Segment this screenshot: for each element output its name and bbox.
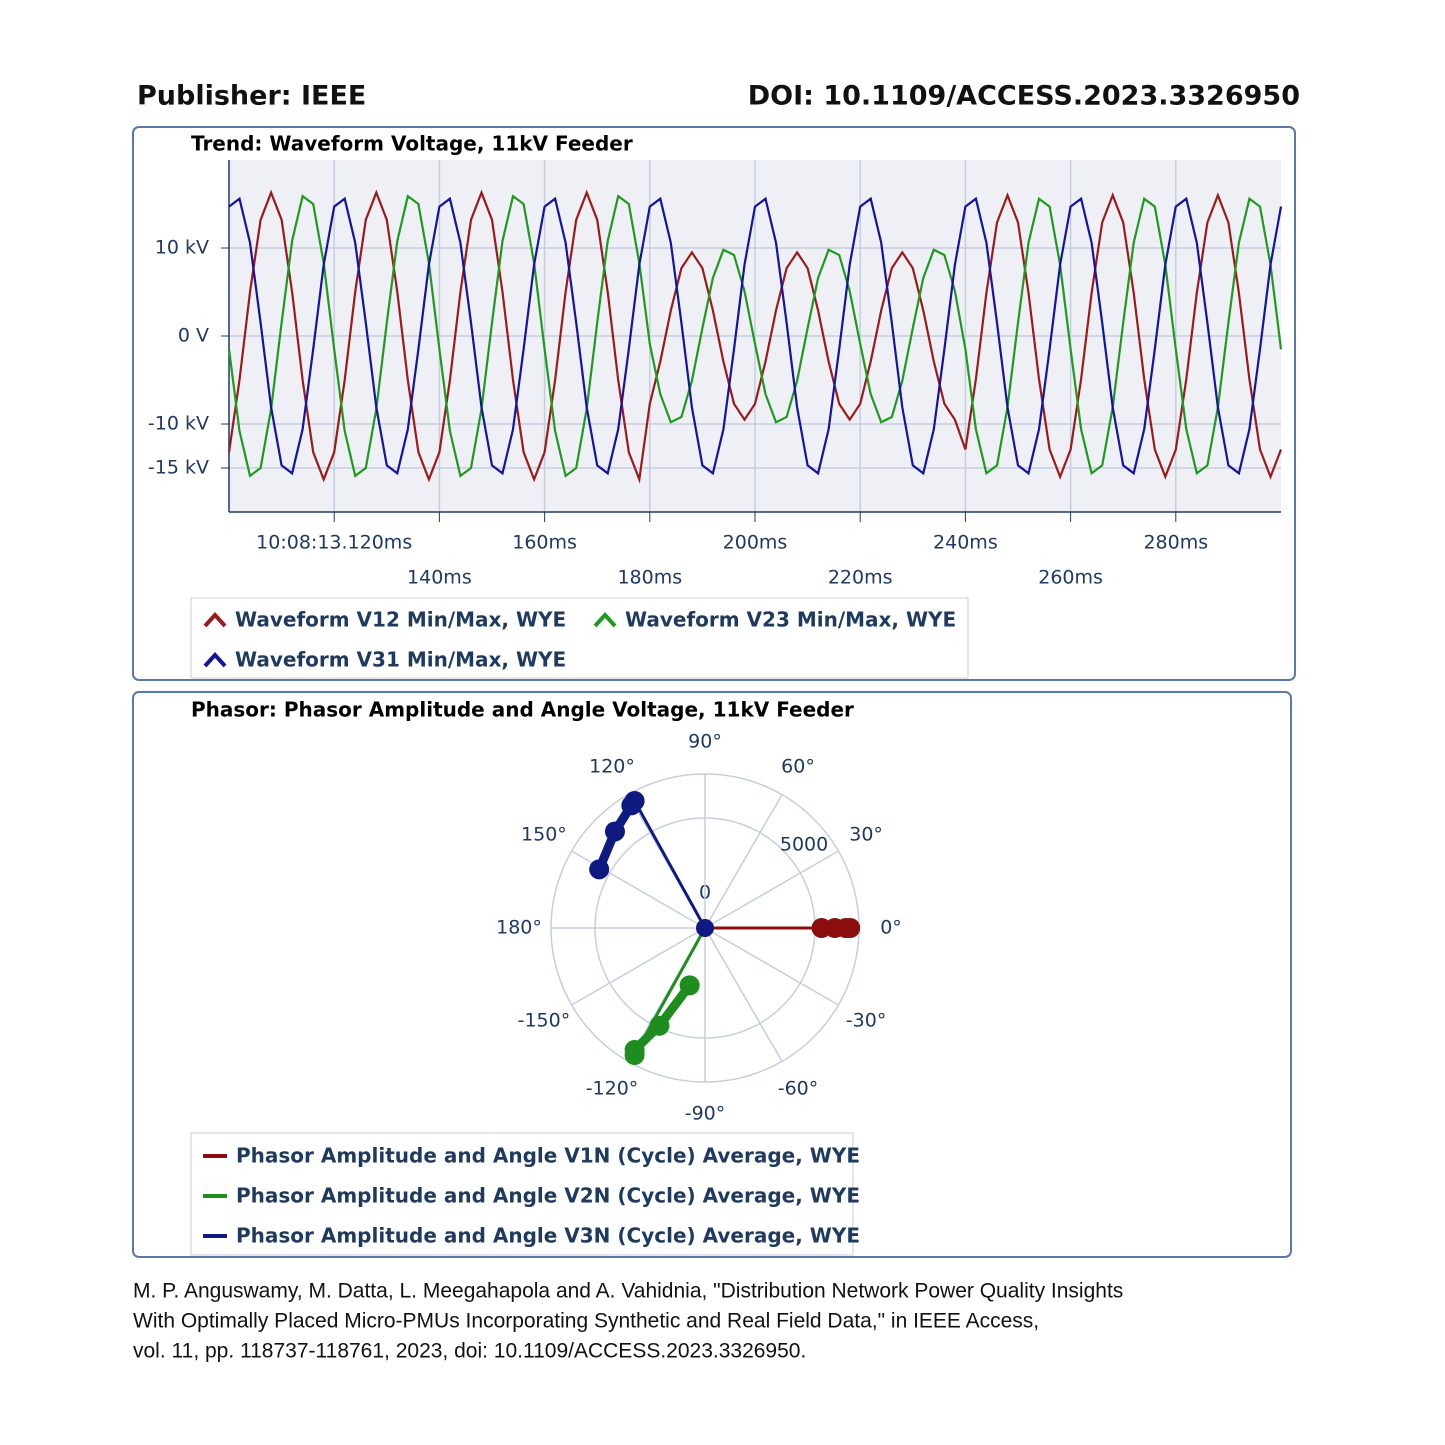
waveform-line: [227, 189, 1283, 484]
trend-panel: [132, 126, 1296, 681]
phasor-point: [649, 1015, 670, 1036]
origin: [696, 919, 714, 937]
phasor-point: [621, 795, 642, 816]
spoke: [704, 927, 839, 1006]
angle-label: 0°: [880, 917, 902, 939]
x-tick-label: 10:08:13.120ms: [256, 532, 412, 554]
phasor-point: [811, 918, 832, 938]
phasor-point: [589, 859, 610, 880]
angle-label: 150°: [521, 824, 567, 846]
phasor-point: [624, 1039, 645, 1060]
angle-label: -120°: [586, 1078, 639, 1100]
citation-line: M. P. Anguswamy, M. Datta, L. Meegahapol…: [133, 1280, 1123, 1303]
phasor-point: [604, 821, 625, 842]
legend-label: Waveform V31 Min/Max, WYE: [235, 648, 566, 672]
x-tick-label: 140ms: [407, 567, 472, 589]
angle-label: -90°: [685, 1103, 726, 1125]
x-tick-label: 240ms: [933, 532, 998, 554]
y-tick-label: 10 kV: [155, 237, 209, 259]
spoke: [704, 850, 839, 929]
spoke: [704, 794, 783, 929]
angle-label: 60°: [781, 755, 815, 777]
waveform-line: [227, 194, 1283, 478]
x-tick-label: 220ms: [828, 567, 893, 589]
x-tick-label: 260ms: [1038, 567, 1103, 589]
legend-label: Waveform V23 Min/Max, WYE: [625, 608, 956, 632]
angle-label: 30°: [849, 824, 883, 846]
legend-label: Phasor Amplitude and Angle V3N (Cycle) A…: [236, 1224, 860, 1248]
waveform-line: [228, 196, 1283, 476]
angle-label: -60°: [778, 1078, 819, 1100]
phasor-panel: [132, 691, 1292, 1258]
phasor-line: [633, 800, 707, 929]
legend-label: Phasor Amplitude and Angle V1N (Cycle) A…: [236, 1144, 860, 1168]
citation-line: vol. 11, pp. 118737-118761, 2023, doi: 1…: [133, 1340, 806, 1363]
chart-title: Trend: Waveform Voltage, 11kV Feeder: [191, 132, 633, 156]
r-tick-label: 5000: [780, 834, 828, 856]
x-tick-label: 280ms: [1143, 532, 1208, 554]
y-tick-label: -10 kV: [148, 413, 209, 435]
legend-box: [190, 1132, 854, 1256]
legend-box: [190, 597, 969, 679]
phasor-point: [679, 975, 700, 996]
y-tick-label: 0 V: [178, 325, 209, 347]
angle-label: -150°: [518, 1010, 571, 1032]
angle-label: 180°: [496, 917, 542, 939]
x-tick-label: 200ms: [723, 532, 788, 554]
chart-title: Phasor: Phasor Amplitude and Angle Volta…: [191, 698, 854, 722]
legend-marker: [593, 612, 617, 628]
angle-label: -30°: [846, 1010, 887, 1032]
x-tick-label: 180ms: [617, 567, 682, 589]
x-tick-label: 160ms: [512, 532, 577, 554]
spoke: [704, 927, 783, 1062]
legend-label: Waveform V12 Min/Max, WYE: [235, 608, 566, 632]
legend-marker: [203, 652, 227, 668]
legend-marker: [203, 612, 227, 628]
publisher: Publisher: IEEE: [137, 81, 366, 112]
y-tick-label: -15 kV: [148, 457, 209, 479]
doi: DOI: 10.1109/ACCESS.2023.3326950: [748, 81, 1300, 112]
citation-line: With Optimally Placed Micro-PMUs Incorpo…: [133, 1310, 1039, 1333]
legend-label: Phasor Amplitude and Angle V2N (Cycle) A…: [236, 1184, 860, 1208]
spoke: [571, 927, 706, 1006]
angle-label: 90°: [688, 731, 722, 753]
angle-label: 120°: [589, 755, 635, 777]
